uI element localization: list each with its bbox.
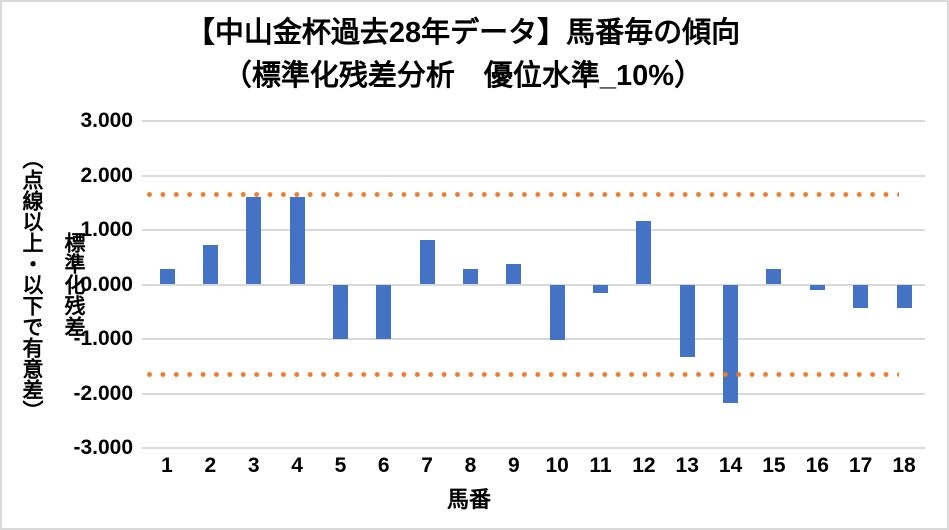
x-axis-tick-label: 18 [892, 454, 916, 477]
x-axis-tick-label: 10 [545, 454, 569, 477]
y-axis-tick-label: -3.000 [73, 436, 133, 459]
bar-4 [289, 197, 305, 285]
x-axis-tick-label: 15 [762, 454, 786, 477]
x-axis-tick-label: 17 [848, 454, 873, 477]
bar-6 [376, 284, 392, 339]
bar-8 [462, 269, 478, 285]
gridline [142, 338, 925, 340]
significance-line-upper [147, 192, 899, 198]
bar-11 [593, 284, 609, 293]
y-axis-title-main: 標準化残差 [62, 232, 85, 337]
chart-title: 【中山金杯過去28年データ】馬番毎の傾向 （標準化残差分析 優位水準_10%） [2, 12, 924, 98]
x-axis-title: 馬番 [446, 487, 491, 512]
bar-2 [202, 244, 218, 285]
bar-13 [679, 284, 695, 357]
x-axis-tick-label: 8 [464, 454, 477, 477]
y-axis-tick-label: 2.000 [80, 163, 133, 187]
x-axis-tick-label: 3 [247, 454, 260, 477]
gridline [142, 447, 925, 449]
bar-14 [723, 284, 739, 404]
x-axis-tick-label: 16 [805, 454, 829, 477]
y-axis-tick-label: -1.000 [73, 327, 133, 350]
significance-line-lower [147, 371, 899, 377]
bar-5 [332, 284, 348, 339]
x-axis-tick-label: 9 [507, 454, 520, 477]
x-axis-tick-label: 5 [334, 454, 347, 477]
bar-10 [549, 284, 565, 340]
gridline [142, 120, 925, 122]
plot-area [142, 120, 925, 449]
gridline [142, 283, 925, 286]
bar-15 [766, 269, 782, 285]
x-axis-tick-label: 7 [421, 454, 433, 477]
x-axis-tick-label: 4 [291, 454, 303, 477]
y-axis-tick-label: -2.000 [73, 381, 133, 405]
y-axis-title-sub: （点線以上・以下で有意差） [20, 148, 43, 421]
chart-title-line-2: （標準化残差分析 優位水準_10%） [222, 60, 704, 92]
bar-7 [419, 239, 435, 285]
x-axis-tick-label: 13 [675, 454, 699, 477]
x-axis-tick-label: 11 [589, 454, 612, 477]
bar-12 [636, 221, 652, 285]
y-axis-tick-label: 0.000 [80, 272, 133, 296]
bar-17 [853, 284, 869, 308]
chart-title-line-1: 【中山金杯過去28年データ】馬番毎の傾向 [185, 17, 741, 49]
gridline [142, 174, 925, 177]
y-axis-tick-label: 3.000 [80, 109, 133, 132]
gridline [142, 392, 925, 395]
x-axis-tick-label: 12 [632, 454, 656, 477]
x-axis-tick-label: 6 [377, 454, 390, 477]
x-axis-tick-label: 1 [161, 454, 173, 477]
bar-3 [246, 197, 262, 285]
x-axis-tick-label: 2 [204, 454, 217, 477]
gridline [142, 229, 925, 231]
bar-1 [159, 269, 175, 285]
bar-9 [506, 264, 522, 285]
bar-18 [896, 284, 912, 308]
y-axis-title: （点線以上・以下で有意差） 標準化残差 [16, 121, 88, 448]
bar-16 [809, 284, 825, 290]
x-axis-tick-label: 14 [718, 454, 743, 477]
y-axis-tick-label: 1.000 [80, 218, 133, 241]
